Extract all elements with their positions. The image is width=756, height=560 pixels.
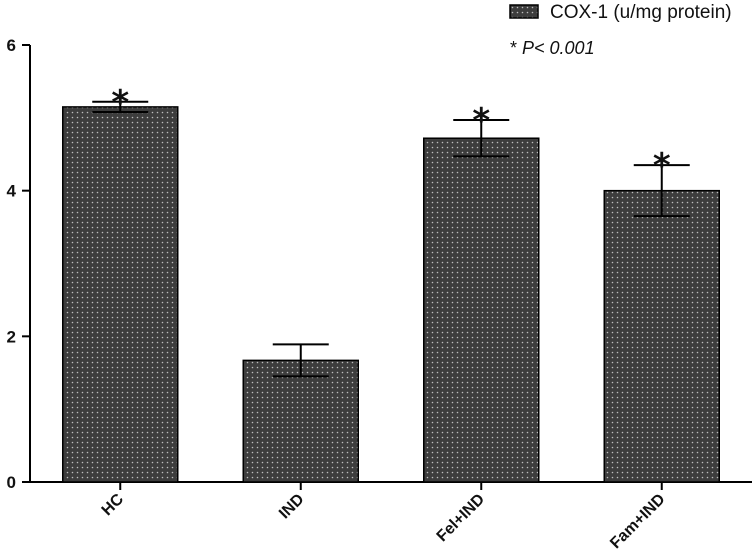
bar (423, 137, 540, 483)
x-tick-label: Fel+IND (434, 491, 488, 545)
y-tick-label: 2 (7, 327, 16, 346)
x-tick-label: IND (276, 491, 308, 523)
significance-note: * P< 0.001 (510, 38, 595, 58)
y-tick-label: 4 (7, 182, 17, 201)
legend-label: COX-1 (u/mg protein) (550, 2, 732, 23)
significance-note-prefix: * (510, 38, 522, 58)
x-tick-label: HC (99, 490, 128, 519)
significance-note-text: P< 0.001 (522, 38, 595, 58)
y-axis: 0 2 4 6 (7, 36, 31, 492)
x-axis: HC IND Fel+IND Fam+IND (30, 481, 752, 552)
significance-star: * (111, 83, 129, 123)
significance-star: * (472, 101, 490, 141)
x-tick-label: Fam+IND (607, 491, 668, 552)
legend: COX-1 (u/mg protein) (509, 2, 732, 23)
bar (62, 106, 179, 483)
bar (242, 359, 359, 483)
significance-star: * (653, 146, 671, 186)
bar (603, 189, 720, 483)
legend-swatch (509, 4, 539, 19)
y-tick-label: 6 (7, 36, 16, 55)
bars: * * * (62, 83, 720, 483)
y-tick-label: 0 (7, 473, 16, 492)
